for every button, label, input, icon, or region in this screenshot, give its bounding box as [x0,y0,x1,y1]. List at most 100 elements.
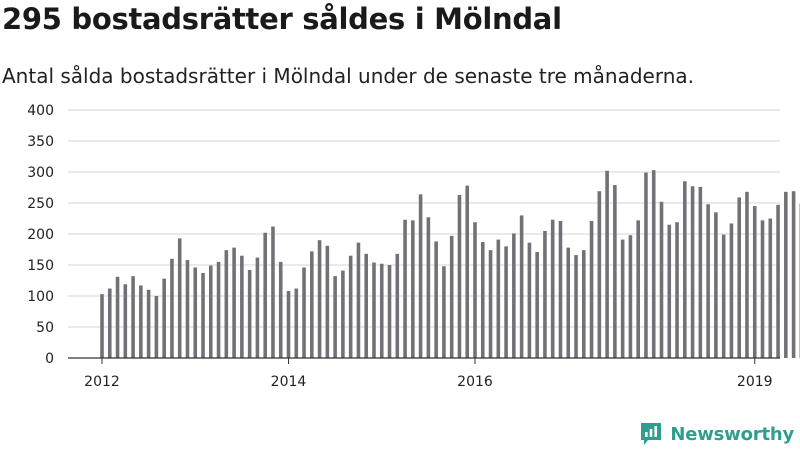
bar [714,212,718,358]
bar [519,215,524,358]
bar [581,250,586,358]
x-tick-label: 2014 [271,374,307,390]
bar [278,261,283,358]
bar [403,219,407,358]
x-tick-label: 2012 [84,374,120,390]
bar [372,262,376,358]
bar [721,234,726,358]
bar [737,197,742,358]
brand-footer: Newsworthy [639,419,794,449]
x-tick-label: 2016 [457,374,493,390]
bar-series [100,170,800,358]
bar [504,246,508,358]
bar [745,191,749,358]
bar [201,273,205,358]
bar [628,235,633,358]
bar [488,250,493,358]
bar [286,291,291,358]
bar [216,261,221,358]
y-tick-label: 50 [36,320,54,336]
bar [310,251,314,358]
bar [131,276,135,358]
bar [760,220,765,358]
bar [356,242,361,358]
bar [255,257,260,358]
bar [208,265,213,358]
bar [729,223,734,358]
bar [527,242,532,358]
y-tick-label: 150 [27,258,54,274]
bar [690,186,695,358]
bar [146,289,151,358]
bar [426,217,431,358]
bar [644,172,648,358]
bar [348,255,353,358]
bar [271,226,275,358]
bar [442,266,446,358]
bar [535,251,539,358]
bar [683,181,687,358]
tick-labels: 0501001502002503003504002952012201420162… [27,103,773,390]
bar [512,233,516,358]
bar [776,204,780,358]
bar [139,285,143,358]
bar [566,247,571,358]
y-tick-label: 0 [45,351,54,367]
bar [317,240,322,358]
bar [605,170,609,358]
bar [636,220,640,358]
bar [620,239,625,358]
bar [162,278,166,358]
bar [613,185,617,358]
bar [115,276,120,358]
bar [193,267,198,358]
bar [784,191,788,358]
chart-subtitle: Antal sålda bostadsrätter i Mölndal unde… [2,64,695,88]
y-tick-label: 300 [27,165,54,181]
bar [224,250,229,358]
y-tick-label: 350 [27,134,54,150]
bar [177,238,182,358]
bar [341,270,345,358]
bar [496,239,501,358]
bar [364,253,369,358]
bar [457,194,462,358]
bar [294,288,299,358]
bar [768,218,773,358]
bar [123,284,128,358]
y-tick-label: 400 [27,103,54,119]
bar [325,245,330,358]
bar [387,265,392,358]
y-tick-label: 250 [27,196,54,212]
bar [465,185,470,358]
bar [659,201,664,358]
bar [651,170,656,358]
bar [791,191,796,358]
bar [543,230,547,358]
chart-title: 295 bostadsrätter såldes i Mölndal [2,2,562,36]
bar [667,224,672,358]
bar [675,222,679,358]
x-tick-label: 2019 [737,374,773,390]
bar [333,276,337,358]
bar [100,294,104,358]
bar [480,242,485,358]
bar [232,247,236,358]
bar [698,186,703,358]
bar [379,263,384,358]
bar [574,255,578,358]
bar [247,269,252,358]
bar [449,235,454,358]
bar [418,194,423,358]
bar [558,220,563,358]
axes [68,357,780,364]
bar [706,204,710,358]
bar [752,206,757,358]
brand-name: Newsworthy [670,423,794,445]
bar [597,191,602,358]
newsworthy-chart-icon [641,423,662,445]
bar [170,258,174,358]
bar [550,219,555,358]
bar [240,255,244,358]
